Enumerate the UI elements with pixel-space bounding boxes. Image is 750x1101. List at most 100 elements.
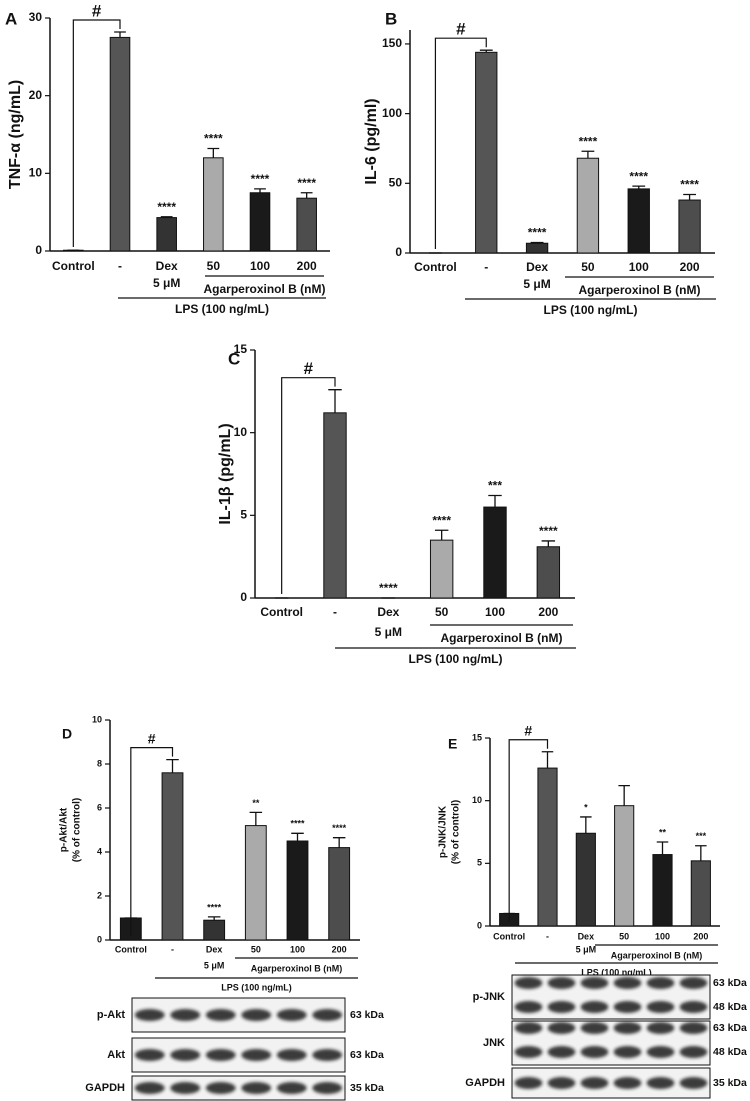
bar <box>525 242 549 254</box>
kda-marker: 48 kDa <box>713 1046 747 1058</box>
bar <box>156 217 177 252</box>
x-tick-label: 100 <box>655 931 670 941</box>
bar <box>109 36 131 252</box>
y-axis-label: p-Akt/Akt <box>59 807 70 852</box>
significance-label: *** <box>696 831 707 841</box>
y-tick-label: 5 <box>240 508 247 522</box>
x-tick-label: Control <box>260 605 303 619</box>
bar <box>249 192 271 252</box>
comparison-label: # <box>304 359 314 378</box>
error-bar <box>581 150 595 159</box>
blot-band <box>646 1077 675 1089</box>
error-bar <box>328 389 342 413</box>
kda-marker: 35 kDa <box>350 1082 384 1094</box>
blot-band <box>241 1082 272 1094</box>
blot-band <box>514 1001 543 1013</box>
dose-label: 5 μM <box>523 277 550 291</box>
x-tick-label: 50 <box>207 259 221 273</box>
bar <box>614 805 635 927</box>
x-tick-label: Control <box>115 944 147 954</box>
x-tick-label: - <box>484 260 488 274</box>
significance-label: *** <box>488 479 502 493</box>
error-bar <box>683 193 696 201</box>
comparison-label: # <box>148 730 156 746</box>
bar <box>203 157 224 252</box>
blot-frame <box>511 1067 711 1099</box>
bar <box>627 188 650 254</box>
error-bar <box>541 540 556 547</box>
bar <box>537 767 558 927</box>
treatment-label: LPS (100 ng/mL) <box>221 982 292 992</box>
blot-band <box>514 1022 543 1034</box>
blot-band <box>547 1046 576 1058</box>
error-bar <box>207 147 220 158</box>
blot-band <box>514 977 543 989</box>
bar <box>286 840 309 941</box>
blot-band <box>170 1009 201 1021</box>
blot-band <box>547 1022 576 1034</box>
comparison-bracket <box>434 37 487 249</box>
y-axis-label: TNF-α (ng/mL) <box>7 80 24 189</box>
y-tick-label: 15 <box>472 732 482 742</box>
blot-band <box>547 977 576 989</box>
significance-label: **** <box>379 581 398 595</box>
blot-band <box>514 1077 543 1089</box>
group-label: Agarperoxinol B (nM) <box>251 963 343 973</box>
x-tick-label: 200 <box>538 605 558 619</box>
x-tick-label: Dex <box>578 931 595 941</box>
group-label: Agarperoxinol B (nM) <box>579 283 701 297</box>
error-bar <box>479 49 493 53</box>
bar <box>429 539 454 599</box>
blot-band <box>312 1049 343 1061</box>
bar <box>576 157 600 254</box>
blot-band <box>580 977 609 989</box>
x-tick-label: 100 <box>629 260 649 274</box>
significance-label: **** <box>157 200 176 214</box>
y-tick-label: 5 <box>477 858 482 868</box>
blot-frame <box>131 1075 346 1101</box>
x-tick-label: Dex <box>156 259 178 273</box>
blot-label: p-Akt <box>97 1009 125 1021</box>
error-bar <box>434 529 449 541</box>
significance-label: **** <box>297 176 316 190</box>
x-tick-label: 50 <box>435 605 449 619</box>
bar <box>203 919 226 941</box>
bar <box>652 854 673 927</box>
blot-band <box>276 1049 307 1061</box>
y-tick-label: 2 <box>97 890 102 900</box>
y-tick-label: 4 <box>97 846 102 856</box>
kda-marker: 63 kDa <box>713 1022 747 1034</box>
comparison-bracket <box>130 747 174 936</box>
blot-band <box>134 1009 165 1021</box>
bar <box>475 51 498 254</box>
y-axis-label: p-JNK/JNK <box>438 805 449 858</box>
x-tick-label: Dex <box>206 944 223 954</box>
blot-band <box>547 1001 576 1013</box>
panel-letter: C <box>228 349 240 368</box>
blot-label: JNK <box>483 1037 505 1049</box>
y-axis-label: (% of control) <box>72 798 83 862</box>
blot-band <box>547 1077 576 1089</box>
bar <box>575 832 596 927</box>
error-bar <box>332 837 346 848</box>
error-bar <box>254 188 266 193</box>
treatment-label: LPS (100 ng/mL) <box>581 967 652 977</box>
error-bar <box>530 241 544 244</box>
y-tick-label: 100 <box>382 106 402 120</box>
x-tick-label: Control <box>52 259 95 273</box>
kda-marker: 48 kDa <box>713 1001 747 1013</box>
comparison-bracket <box>508 739 549 922</box>
blot-band <box>241 1009 272 1021</box>
y-axis-label: IL-1β (pg/mL) <box>217 423 234 524</box>
blot-band <box>276 1082 307 1094</box>
error-bar <box>114 31 126 38</box>
blot-band <box>205 1082 236 1094</box>
blot-band <box>134 1049 165 1061</box>
y-tick-label: 20 <box>29 88 43 102</box>
blot-band <box>679 1022 708 1034</box>
significance-label: **** <box>528 226 547 240</box>
blot-band <box>312 1009 343 1021</box>
blot-label: Akt <box>107 1049 125 1061</box>
y-tick-label: 15 <box>234 342 248 356</box>
blot-band <box>646 1022 675 1034</box>
